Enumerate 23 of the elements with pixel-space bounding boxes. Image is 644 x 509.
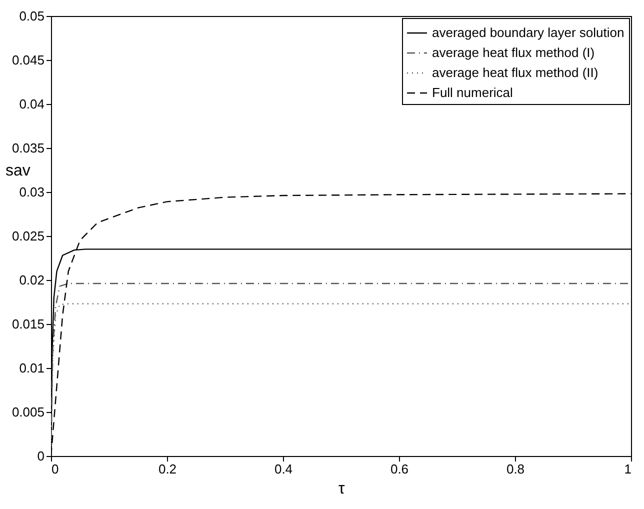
legend-label: averaged boundary layer solution [432, 25, 624, 40]
x-tick-label: 0.6 [390, 462, 409, 476]
y-tick-label: 0.025 [12, 228, 44, 244]
x-tick-label: 1 [624, 462, 632, 476]
y-tick-label: 0.045 [12, 52, 44, 68]
y-axis-title: sav [6, 162, 30, 180]
legend-label: average heat flux method (II) [432, 65, 598, 80]
legend-label: average heat flux method (I) [432, 45, 595, 60]
x-tick-label: 0.8 [506, 462, 525, 476]
y-tick-label: 0.02 [19, 272, 44, 288]
y-tick-label: 0.04 [19, 96, 44, 112]
y-tick-label: 0.05 [19, 8, 44, 24]
y-tick-label: 0.03 [19, 184, 44, 200]
x-tick-label: 0.4 [274, 462, 293, 476]
y-tick-label: 0.015 [12, 316, 44, 332]
y-tick-label: 0.035 [12, 140, 44, 156]
x-axis-title: τ [338, 480, 346, 498]
y-tick-label: 0 [37, 448, 44, 464]
x-tick-label: 0.2 [158, 462, 177, 476]
x-tick-label: 0 [52, 462, 59, 476]
y-tick-label: 0.01 [19, 360, 44, 376]
legend-label: Full numerical [432, 85, 514, 100]
y-tick-label: 0.005 [12, 404, 44, 420]
